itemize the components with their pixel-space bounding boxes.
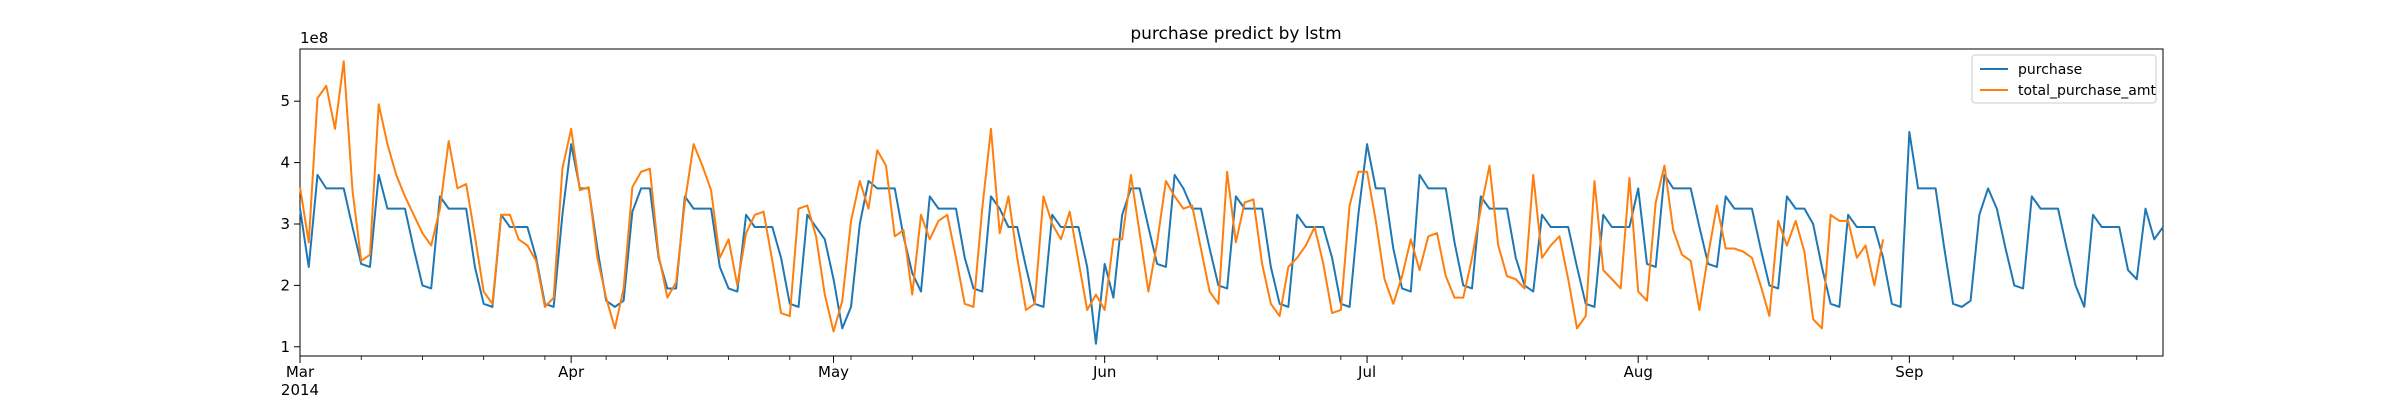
- series-layer: [299, 60, 2164, 345]
- x-tick-sublabel: 2014: [281, 381, 319, 399]
- legend-label-total-purchase-amt: total_purchase_amt: [2018, 83, 2156, 99]
- series-line-total-purchase-amt: [299, 60, 1885, 333]
- y-tick-label: 3: [280, 215, 290, 233]
- legend-box: [1971, 54, 2157, 104]
- y-tick-label: 4: [280, 154, 290, 172]
- y-tick-label: 1: [280, 338, 290, 356]
- legend: purchase total_purchase_amt: [1971, 54, 2157, 104]
- x-tick-label: May: [818, 363, 849, 381]
- series-line-purchase: [299, 130, 2164, 345]
- x-tick-label: Jul: [1357, 363, 1376, 381]
- legend-label-purchase: purchase: [2018, 62, 2082, 78]
- y-tick-label: 5: [280, 92, 290, 110]
- x-tick-label: Mar: [286, 363, 315, 381]
- x-tick-label: Sep: [1895, 363, 1923, 381]
- chart-title: purchase predict by lstm: [1130, 24, 1341, 44]
- x-tick-label: Aug: [1624, 363, 1653, 381]
- y-tick-label: 2: [280, 276, 290, 294]
- plot-frame: [299, 48, 2164, 357]
- x-tick-label: Jun: [1092, 363, 1116, 381]
- x-tick-label: Apr: [558, 363, 585, 381]
- y-axis: 1 2 3 4 5: [280, 92, 300, 356]
- plot-area: [299, 48, 2164, 357]
- y-offset-label: 1e8: [300, 29, 328, 47]
